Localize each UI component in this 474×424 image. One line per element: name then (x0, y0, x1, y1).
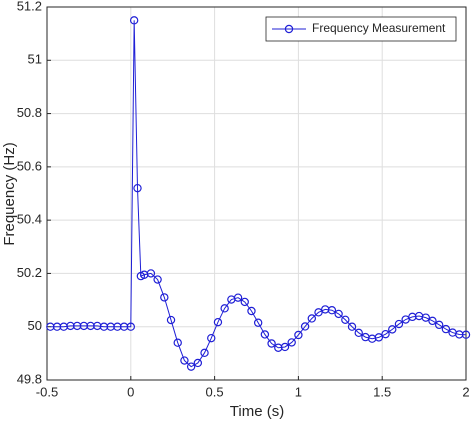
y-tick-label: 50.8 (17, 105, 42, 120)
y-axis-label: Frequency (Hz) (1, 142, 18, 245)
marker (213, 317, 223, 327)
marker (347, 322, 357, 331)
x-axis-label: Time (s) (230, 403, 284, 420)
marker (280, 342, 290, 352)
marker (434, 320, 444, 330)
marker (253, 318, 263, 327)
x-tick-label: -0.5 (36, 384, 58, 399)
marker (421, 313, 430, 322)
series-line (50, 20, 467, 368)
marker (327, 305, 337, 315)
y-tick-label: 51.2 (17, 0, 42, 13)
marker (441, 324, 451, 334)
marker (153, 275, 162, 284)
marker (374, 333, 384, 342)
marker (247, 306, 256, 316)
x-tick-label: 1.5 (373, 384, 391, 399)
marker (461, 330, 471, 339)
marker (173, 338, 182, 347)
x-tick-label: 0 (127, 384, 134, 399)
marker (300, 322, 310, 331)
y-tick-label: 50.2 (17, 265, 42, 280)
marker (267, 339, 276, 348)
y-tick-label: 50 (28, 318, 42, 333)
marker (166, 315, 176, 325)
marker (126, 322, 136, 331)
marker (314, 308, 323, 317)
x-tick-label: 2 (462, 384, 469, 399)
marker (193, 358, 203, 368)
marker (260, 330, 270, 339)
legend-marker (284, 24, 294, 34)
y-tick-label: 51 (28, 52, 42, 67)
marker (146, 269, 156, 278)
marker (428, 316, 437, 326)
marker (394, 319, 404, 329)
marker (129, 16, 139, 25)
marker (388, 325, 397, 334)
y-tick-label: 50.4 (17, 212, 42, 227)
y-tick-label: 50.6 (17, 158, 42, 173)
marker (200, 348, 209, 358)
marker (287, 338, 296, 347)
legend: Frequency Measurement (265, 16, 457, 42)
x-tick-label: 1 (295, 384, 302, 399)
marker (354, 328, 363, 338)
y-tick-label: 49.8 (17, 371, 42, 386)
marker (341, 315, 350, 324)
marker (207, 333, 216, 343)
x-tick-label: 0.5 (206, 384, 224, 399)
marker (160, 293, 169, 302)
plot-area (47, 7, 466, 380)
marker (233, 293, 243, 302)
marker (220, 304, 229, 313)
marker (334, 309, 343, 319)
marker (240, 297, 249, 307)
marker (180, 356, 189, 365)
marker (186, 362, 196, 371)
plot-frame (46, 6, 467, 381)
marker (294, 330, 303, 340)
marker (381, 329, 390, 339)
legend-label: Frequency Measurement (312, 21, 446, 35)
marker (133, 183, 142, 193)
marker (307, 314, 317, 323)
